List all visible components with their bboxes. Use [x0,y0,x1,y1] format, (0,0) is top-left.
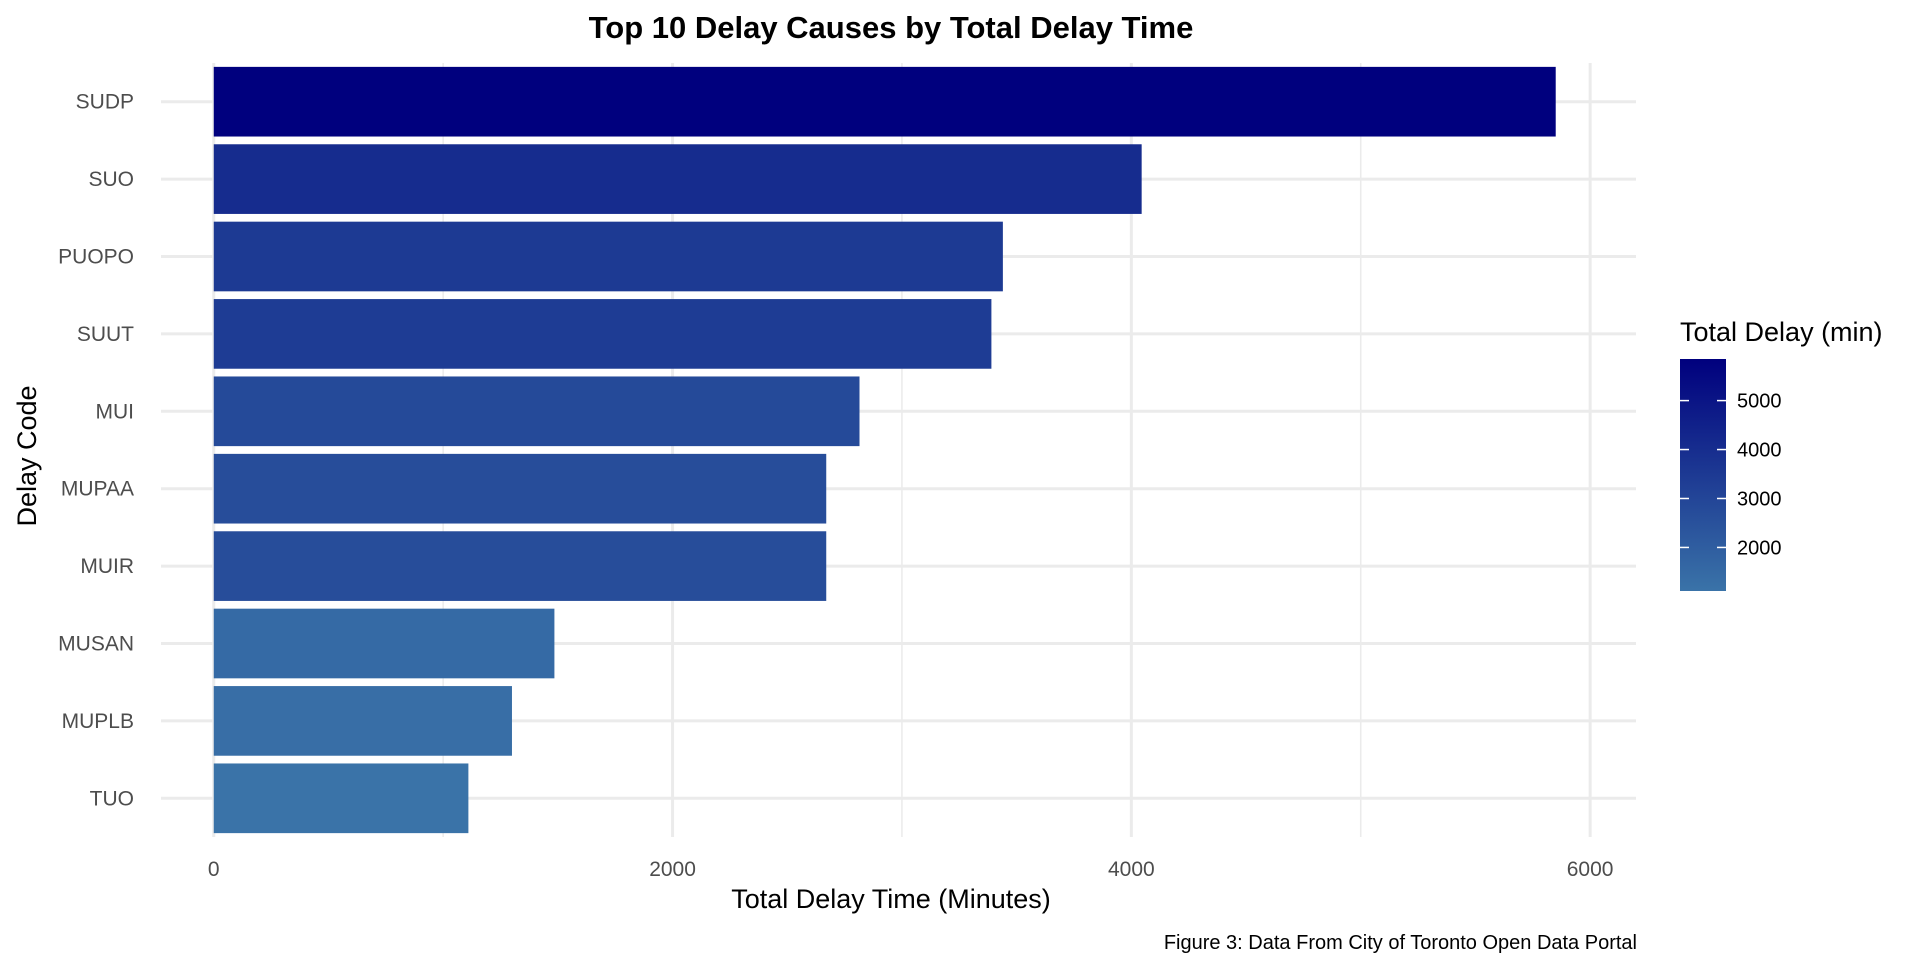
bar-suo [213,144,1142,214]
y-tick-label: MUPLB [62,710,134,733]
bar-suut [213,299,992,369]
bar-muplb [213,686,512,756]
y-tick-label: MUIR [80,555,134,578]
legend-color-bar [1680,359,1726,591]
color-legend: Total Delay (min) 2000 3000 4000 5000 [1680,317,1883,591]
bar-musan [213,608,555,679]
y-tick-label: TUO [90,787,134,810]
y-tick-label: MUPAA [61,478,134,501]
legend-tick-label: 3000 [1737,488,1782,510]
x-tick-label: 0 [208,858,220,881]
x-tick-label: 4000 [1108,858,1155,881]
y-tick-label: SUDP [76,91,134,114]
bar-sudp [213,66,1556,137]
bar-mui [213,376,860,447]
legend-tick-label: 5000 [1737,391,1782,413]
y-tick-label: SUUT [77,323,134,346]
bar-puopo [213,221,1003,292]
x-axis-title: Total Delay Time (Minutes) [731,884,1051,914]
y-axis-title: Delay Code [12,385,42,526]
legend-tick-label: 2000 [1737,537,1782,559]
legend-ticks: 2000 3000 4000 5000 [1680,391,1782,559]
x-tick-label: 2000 [649,858,696,881]
legend-title: Total Delay (min) [1680,317,1883,347]
bar-mupaa [213,453,827,524]
bar-tuo [213,763,469,834]
y-tick-label: MUI [96,400,135,423]
legend-tick-label: 4000 [1737,440,1782,462]
chart-title: Top 10 Delay Causes by Total Delay Time [589,10,1194,45]
y-tick-label: SUO [88,168,134,191]
chart-caption: Figure 3: Data From City of Toronto Open… [1164,932,1637,954]
x-tick-label: 6000 [1567,858,1614,881]
bar-muir [213,531,827,601]
axis-layer: 0 2000 4000 6000 SUDP SUO PUOPO SUUT MUI MUPAA MUI… [58,91,1613,881]
y-tick-label: MUSAN [58,633,134,656]
y-tick-label: PUOPO [58,246,134,269]
bars-layer [213,66,1556,834]
